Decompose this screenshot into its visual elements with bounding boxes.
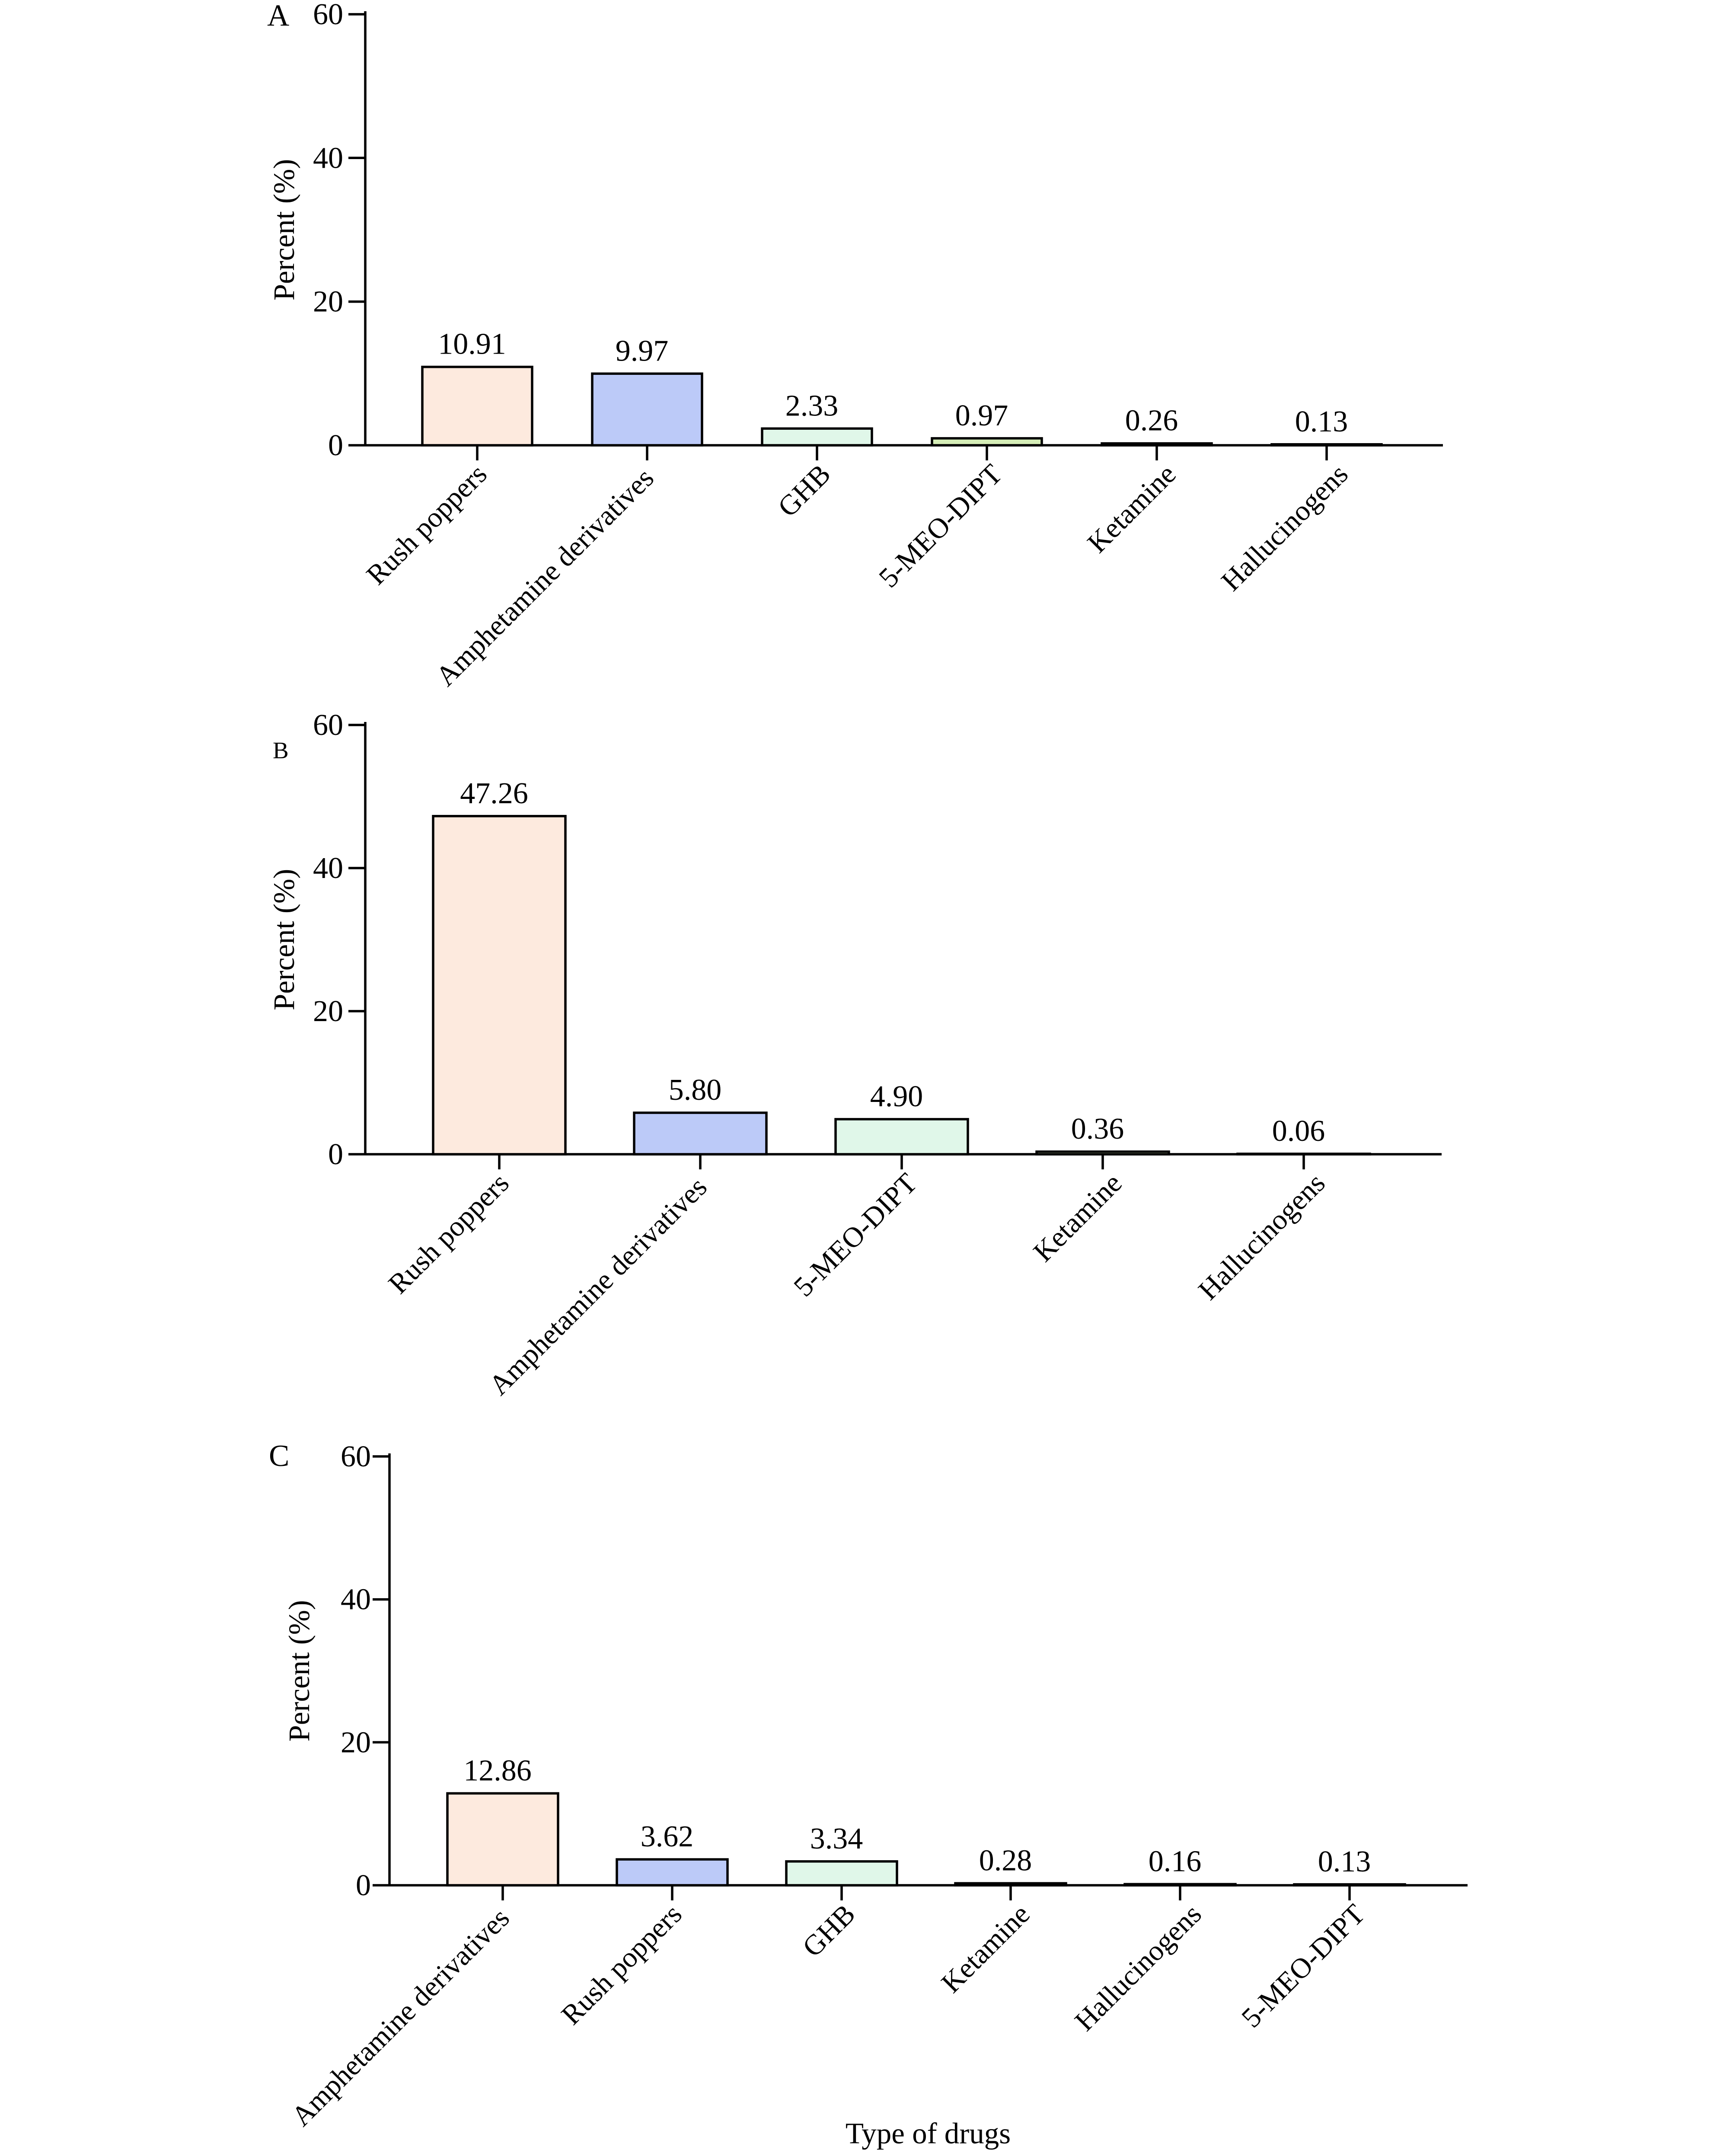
svg-text:2.33: 2.33 (785, 389, 839, 422)
svg-text:A: A (267, 0, 289, 32)
svg-text:0.36: 0.36 (1071, 1112, 1124, 1146)
svg-text:0.13: 0.13 (1318, 1845, 1371, 1878)
svg-text:0.26: 0.26 (1125, 404, 1178, 437)
svg-text:0.97: 0.97 (955, 399, 1008, 432)
svg-text:4.90: 4.90 (870, 1080, 923, 1113)
svg-text:5.80: 5.80 (669, 1073, 722, 1107)
svg-text:40: 40 (313, 852, 343, 885)
svg-text:0.13: 0.13 (1295, 405, 1348, 438)
svg-text:0: 0 (356, 1869, 371, 1902)
svg-text:9.97: 9.97 (616, 334, 669, 367)
svg-text:20: 20 (341, 1726, 371, 1759)
svg-text:0.16: 0.16 (1149, 1845, 1202, 1878)
svg-text:60: 60 (313, 709, 343, 742)
svg-text:Type of drugs: Type of drugs (846, 2117, 1011, 2150)
svg-text:20: 20 (313, 995, 343, 1028)
svg-text:Percent (%): Percent (%) (283, 1600, 316, 1742)
svg-text:0.28: 0.28 (979, 1844, 1032, 1877)
svg-text:C: C (269, 1439, 289, 1473)
svg-text:60: 60 (341, 1440, 371, 1473)
svg-text:0: 0 (328, 429, 343, 462)
svg-text:3.62: 3.62 (641, 1820, 694, 1853)
svg-text:47.26: 47.26 (460, 777, 528, 810)
svg-text:Percent (%): Percent (%) (268, 869, 300, 1011)
svg-text:10.91: 10.91 (438, 328, 506, 361)
svg-text:0.06: 0.06 (1272, 1114, 1325, 1148)
svg-text:40: 40 (341, 1583, 371, 1616)
svg-text:60: 60 (313, 0, 343, 31)
svg-text:40: 40 (313, 141, 343, 175)
svg-text:20: 20 (313, 285, 343, 319)
svg-text:12.86: 12.86 (463, 1754, 532, 1787)
svg-text:B: B (273, 737, 289, 763)
svg-text:3.34: 3.34 (810, 1822, 863, 1855)
svg-text:Percent (%): Percent (%) (268, 159, 300, 301)
svg-text:0: 0 (328, 1138, 343, 1171)
